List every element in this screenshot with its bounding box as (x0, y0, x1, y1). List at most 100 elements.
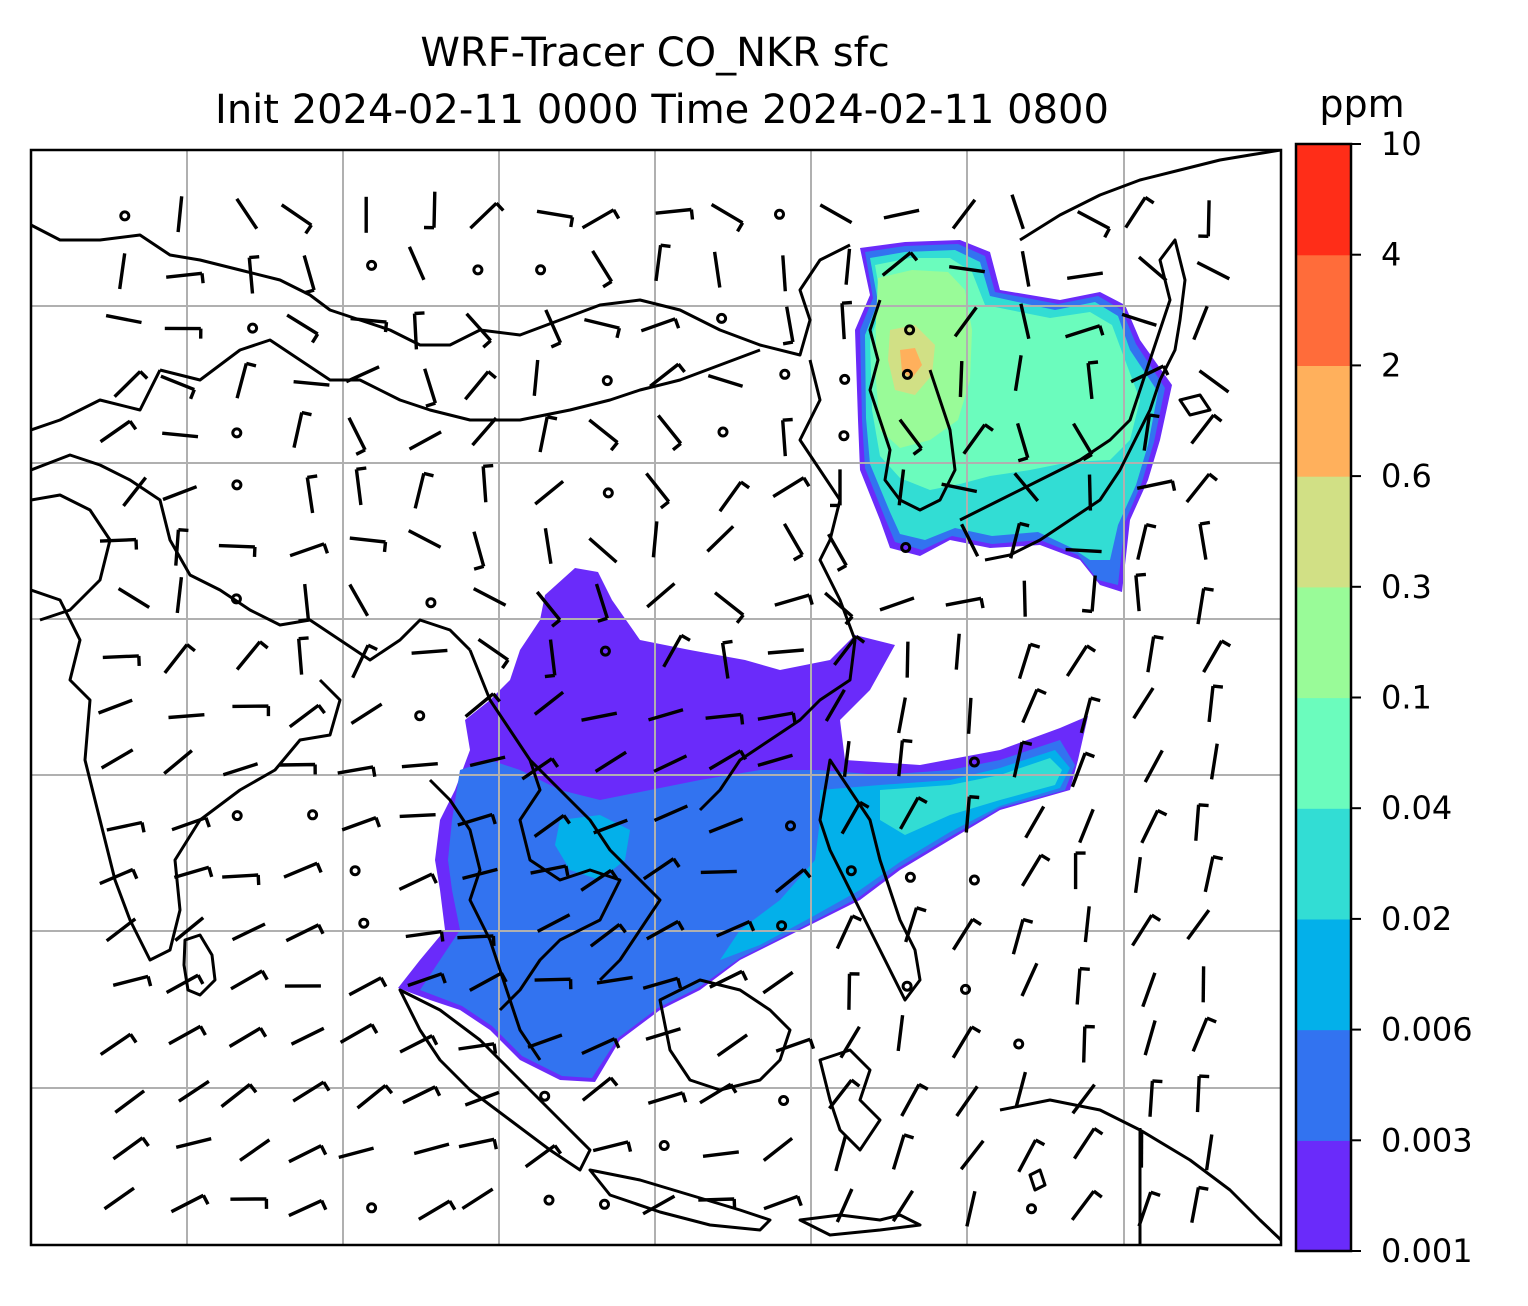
wind-barb (99, 419, 138, 444)
wind-barb (1073, 851, 1086, 890)
wind-barb (708, 749, 748, 771)
wind-barb (840, 300, 853, 340)
wind-barb (1086, 360, 1099, 400)
wind-barb (645, 919, 685, 941)
wind-barb (763, 1194, 803, 1211)
wind-barb (588, 418, 619, 452)
wind-barb (900, 1082, 929, 1117)
wind-barb (407, 972, 447, 988)
wind-barb (1015, 422, 1030, 463)
wind-barb (113, 370, 149, 398)
wind-barb (662, 633, 691, 668)
wind-barb (174, 916, 205, 942)
colorbar-tick-label: 0.1 (1381, 679, 1432, 717)
wind-barb (767, 648, 804, 655)
wind-barb (1065, 547, 1102, 554)
wind-barb (481, 463, 494, 503)
colorbar-segment (1296, 808, 1351, 920)
wind-barb (122, 476, 148, 507)
wind-barb (218, 543, 257, 557)
wind-barb (348, 976, 388, 997)
wind-barb (168, 713, 205, 720)
wind-barb (656, 414, 683, 452)
colorbar-tick-label: 0.3 (1381, 568, 1432, 606)
wind-barb (835, 1188, 854, 1223)
wind-barb (951, 198, 977, 230)
wind-barb (642, 1194, 676, 1216)
colorbar-segments (1296, 144, 1351, 1252)
calm-wind-marker (231, 479, 243, 491)
wind-barb (407, 246, 426, 281)
wind-barb (1020, 250, 1031, 287)
wind-barb (958, 361, 964, 398)
wind-barb (649, 362, 686, 388)
calm-wind-marker (119, 210, 131, 222)
wind-barb (228, 1026, 268, 1048)
wind-barb (534, 479, 565, 506)
wind-barb (881, 251, 919, 277)
colorbar-tick-label: 0.02 (1381, 900, 1452, 938)
wind-barb (1017, 642, 1041, 680)
calm-wind-marker (539, 1090, 551, 1102)
wind-barb (114, 1089, 146, 1114)
wind-barb (964, 795, 980, 833)
wind-barb (413, 471, 434, 509)
wind-barb (239, 1138, 271, 1162)
wind-barb (775, 1037, 816, 1053)
wind-barb (533, 690, 565, 716)
calm-wind-marker (366, 1202, 378, 1214)
wind-barb (417, 1199, 457, 1221)
calm-wind-marker (414, 710, 426, 722)
calm-wind-marker (472, 264, 484, 276)
wind-barb (583, 317, 622, 339)
wind-barb (1121, 312, 1157, 327)
wind-barb (288, 1199, 328, 1218)
calm-wind-marker (774, 208, 785, 220)
wind-barb (774, 868, 812, 894)
wind-barb (458, 1137, 498, 1150)
wind-barb (781, 255, 787, 292)
wind-barb (1072, 422, 1094, 462)
colorbar-segment (1296, 586, 1351, 699)
wind-barb (720, 639, 733, 679)
wind-barb (647, 1091, 688, 1105)
wind-barb (468, 971, 508, 992)
plume-southeast-level3b (555, 815, 630, 880)
wind-barb (715, 920, 756, 938)
wind-barb (1009, 521, 1030, 559)
calm-wind-marker (231, 810, 243, 822)
wind-barb (1198, 520, 1211, 560)
wind-barb (413, 1142, 450, 1156)
wind-barb (588, 537, 618, 564)
wind-barb (1076, 210, 1111, 239)
calm-wind-marker (658, 1140, 670, 1151)
wind-barb (1011, 917, 1034, 955)
wind-barb (235, 640, 269, 671)
wind-barb (162, 485, 198, 502)
wind-barb (879, 596, 915, 612)
wind-barb (840, 800, 870, 835)
colorbar-segment (1296, 476, 1351, 588)
wind-barb (230, 1197, 269, 1209)
wind-barb (349, 536, 388, 553)
wind-barb (1131, 913, 1162, 947)
calm-wind-marker (779, 368, 791, 380)
wind-barb (708, 817, 744, 834)
wind-barb (941, 482, 978, 494)
wind-barb (1087, 474, 1093, 511)
wind-barb (521, 757, 560, 781)
wind-barb (828, 1078, 861, 1110)
wind-barb (471, 416, 498, 447)
wind-barb (1146, 634, 1164, 673)
wind-barb (1190, 1185, 1209, 1224)
wind-barb (160, 374, 196, 400)
wind-barb (1136, 479, 1177, 492)
wind-barb (462, 867, 498, 881)
wind-barb (1082, 1024, 1095, 1063)
wind-barb (844, 248, 852, 285)
wind-barb (835, 914, 863, 950)
wind-barb (457, 812, 497, 827)
wind-barb (532, 359, 540, 396)
wind-barb (710, 203, 745, 233)
